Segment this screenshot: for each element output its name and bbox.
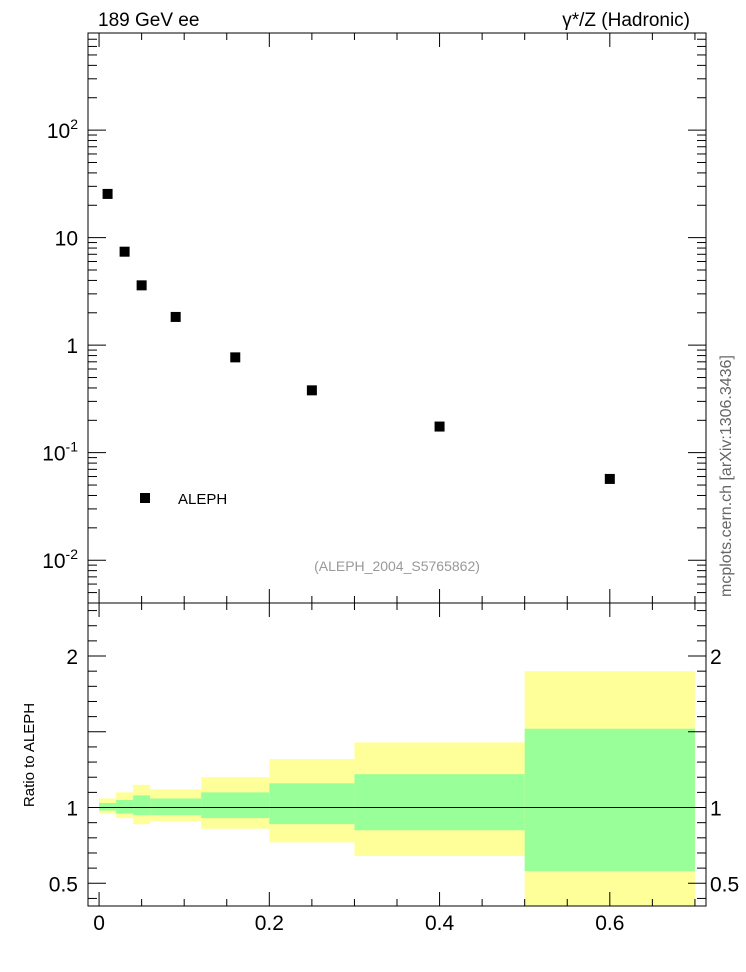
x-tick-labels: 0 0.2 0.4 0.6 (93, 912, 624, 935)
ratio-inner-band (116, 799, 134, 814)
ratio-inner-band (269, 783, 355, 825)
ratio-inner-band (524, 728, 695, 872)
side-watermark: mcplots.cern.ch [arXiv:1306.3436] (718, 355, 735, 597)
x-tick-label: 0 (93, 912, 105, 935)
x-tick-label: 0.4 (425, 912, 455, 935)
main-ticks (88, 32, 706, 604)
main-y-tick-label: 10 (55, 228, 78, 251)
x-tick-label: 0.2 (255, 912, 284, 935)
ratio-panel: 0.5 0.5 1 1 2 2 0 0.2 0.4 0.6 Ratio to ALEPH (21, 602, 739, 935)
ratio-ticks (88, 603, 706, 906)
main-y-tick-label: 1 (66, 335, 78, 358)
x-tick-label: 0.6 (595, 912, 624, 935)
main-y-tick-label: 10-1 (42, 439, 78, 466)
header-right-label: γ*/Z (Hadronic) (562, 10, 690, 31)
ratio-y-tick-label-left: 0.5 (49, 873, 78, 896)
data-point (604, 473, 615, 484)
ratio-y-axis-label: Ratio to ALEPH (21, 703, 38, 807)
ratio-y-tick-label-right: 2 (710, 646, 722, 669)
data-point (306, 385, 317, 396)
ratio-y-tick-label-right: 1 (710, 798, 722, 821)
ratio-inner-band (150, 798, 202, 816)
data-point (136, 280, 147, 291)
ratio-inner-band (133, 795, 151, 816)
legend: ALEPH (140, 491, 227, 508)
header-left-label: 189 GeV ee (98, 10, 199, 31)
data-point (102, 188, 113, 199)
main-y-tick-labels: 10-2 10-1 1 10 102 (42, 116, 78, 573)
data-point (434, 421, 445, 432)
main-panel: 10-2 10-1 1 10 102 (ALEPH_2004_S5765862) ALE… (42, 32, 707, 604)
ratio-y-tick-label-right: 0.5 (710, 873, 739, 896)
ratio-y-tick-label-left: 2 (66, 646, 78, 669)
main-plot-frame (87, 32, 707, 604)
ratio-inner-band (201, 792, 270, 819)
ratio-y-tick-labels: 0.5 0.5 1 1 2 2 (49, 646, 739, 896)
ratio-bands (99, 671, 695, 906)
legend-label: ALEPH (178, 491, 227, 508)
ratio-inner-band (99, 802, 117, 811)
ratio-inner-band (354, 774, 525, 831)
data-point (230, 352, 241, 363)
main-y-tick-label: 102 (47, 116, 78, 143)
legend-marker (140, 493, 150, 503)
ratio-y-tick-label-left: 1 (66, 798, 78, 821)
main-data-points (102, 188, 615, 484)
data-point (170, 311, 181, 322)
data-point (119, 246, 130, 257)
analysis-id-label: (ALEPH_2004_S5765862) (314, 558, 480, 574)
main-y-tick-label: 10-2 (42, 546, 78, 573)
